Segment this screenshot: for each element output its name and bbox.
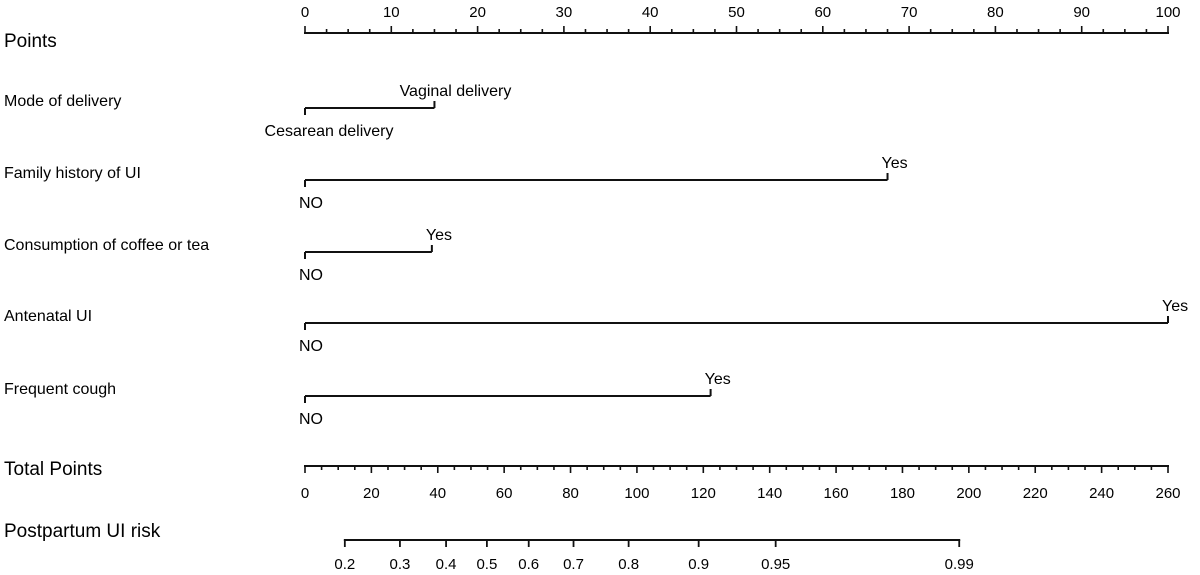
risk-tick-label: 0.8 bbox=[618, 556, 639, 573]
risk-tick-label: 0.9 bbox=[688, 556, 709, 573]
predictor-row: Frequent cough NO Yes bbox=[4, 371, 731, 428]
total-points-tick-label: 180 bbox=[890, 485, 915, 502]
level-label: NO bbox=[299, 267, 323, 284]
predictor-label: Mode of delivery bbox=[4, 93, 121, 110]
level-label: NO bbox=[299, 195, 323, 212]
predictor-row: Antenatal UI NO Yes bbox=[4, 298, 1188, 355]
points-axis-label: Points bbox=[4, 31, 57, 52]
level-label: NO bbox=[299, 411, 323, 428]
level-label: Yes bbox=[882, 155, 908, 172]
total-points-tick-label: 200 bbox=[956, 485, 981, 502]
level-label: NO bbox=[299, 338, 323, 355]
points-tick-label: 40 bbox=[642, 4, 659, 21]
points-axis: Points 0 10 20 30 40 50 60 70 80 90 100 bbox=[4, 4, 1181, 52]
total-points-tick-label: 80 bbox=[562, 485, 579, 502]
risk-axis-label: Postpartum UI risk bbox=[4, 521, 161, 542]
total-points-tick-label: 140 bbox=[757, 485, 782, 502]
risk-axis: Postpartum UI risk 0.2 0.3 0.4 0.5 0.6 0.7 0.8 0… bbox=[4, 521, 974, 573]
risk-tick-label: 0.99 bbox=[945, 556, 974, 573]
points-tick-label: 10 bbox=[383, 4, 400, 21]
points-tick-label: 70 bbox=[901, 4, 918, 21]
risk-tick-label: 0.5 bbox=[476, 556, 497, 573]
predictor-row: Consumption of coffee or tea NO Yes bbox=[4, 227, 452, 284]
predictor-rows: Mode of delivery Cesarean delivery Vaginal… bbox=[4, 83, 1188, 428]
points-tick-label: 90 bbox=[1073, 4, 1090, 21]
risk-tick-label: 0.6 bbox=[518, 556, 539, 573]
total-points-label: Total Points bbox=[4, 459, 102, 480]
total-points-tick-label: 20 bbox=[363, 485, 380, 502]
predictor-label: Consumption of coffee or tea bbox=[4, 237, 209, 254]
level-label: Vaginal delivery bbox=[400, 83, 512, 100]
level-label: Cesarean delivery bbox=[265, 123, 394, 140]
predictor-label: Frequent cough bbox=[4, 381, 116, 398]
points-tick-label: 20 bbox=[469, 4, 486, 21]
total-points-tick-label: 160 bbox=[824, 485, 849, 502]
points-tick-label: 50 bbox=[728, 4, 745, 21]
risk-tick-label: 0.2 bbox=[334, 556, 355, 573]
predictor-row: Mode of delivery Cesarean delivery Vaginal… bbox=[4, 83, 511, 140]
total-points-tick-label: 240 bbox=[1089, 485, 1114, 502]
total-points-tick-label: 0 bbox=[301, 485, 309, 502]
points-tick-label: 0 bbox=[301, 4, 309, 21]
predictor-label: Antenatal UI bbox=[4, 308, 92, 325]
level-label: Yes bbox=[1162, 298, 1188, 315]
predictor-row: Family history of UI NO Yes bbox=[4, 155, 908, 212]
points-tick-label: 80 bbox=[987, 4, 1004, 21]
risk-tick-label: 0.95 bbox=[761, 556, 790, 573]
total-points-tick-label: 260 bbox=[1155, 485, 1180, 502]
total-points-tick-label: 220 bbox=[1023, 485, 1048, 502]
total-points-tick-label: 40 bbox=[429, 485, 446, 502]
risk-tick-label: 0.3 bbox=[390, 556, 411, 573]
level-label: Yes bbox=[426, 227, 452, 244]
level-label: Yes bbox=[705, 371, 731, 388]
risk-tick-label: 0.4 bbox=[436, 556, 457, 573]
points-tick-label: 30 bbox=[556, 4, 573, 21]
risk-tick-label: 0.7 bbox=[563, 556, 584, 573]
predictor-label: Family history of UI bbox=[4, 165, 141, 182]
total-points-tick-label: 60 bbox=[496, 485, 513, 502]
points-tick-label: 60 bbox=[814, 4, 831, 21]
total-points-tick-label: 100 bbox=[624, 485, 649, 502]
total-points-axis: Total Points 0 20 40 60 80 100 120 140 160 180 200 2… bbox=[4, 459, 1181, 502]
points-tick-label: 100 bbox=[1155, 4, 1180, 21]
total-points-tick-label: 120 bbox=[691, 485, 716, 502]
